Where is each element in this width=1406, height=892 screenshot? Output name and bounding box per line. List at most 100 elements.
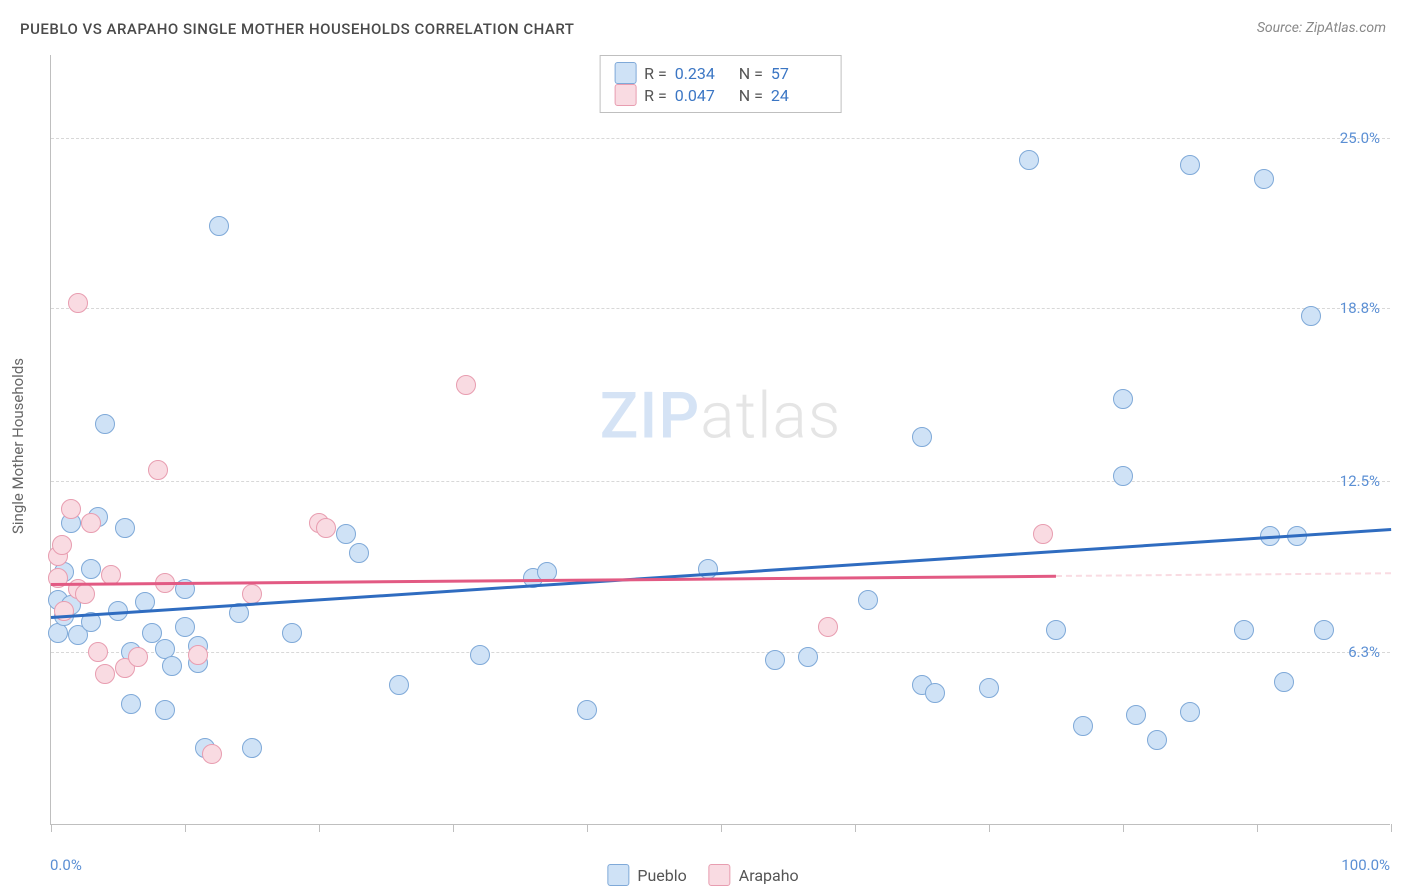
data-point-pueblo xyxy=(1113,389,1133,409)
y-tick-label: 18.8% xyxy=(1340,299,1380,317)
x-tick xyxy=(855,824,856,832)
data-point-pueblo xyxy=(925,683,945,703)
x-tick xyxy=(1257,824,1258,832)
data-point-pueblo xyxy=(1046,620,1066,640)
gridline xyxy=(51,308,1390,309)
x-tick xyxy=(185,824,186,832)
data-point-pueblo xyxy=(979,678,999,698)
data-point-pueblo xyxy=(1019,150,1039,170)
data-point-arapaho xyxy=(148,460,168,480)
data-point-pueblo xyxy=(349,543,369,563)
gridline xyxy=(51,652,1390,653)
x-tick xyxy=(319,824,320,832)
x-tick xyxy=(587,824,588,832)
data-point-arapaho xyxy=(61,499,81,519)
stat-n-label: N = xyxy=(739,64,763,83)
watermark-zip: ZIP xyxy=(600,379,701,454)
data-point-pueblo xyxy=(81,559,101,579)
data-point-pueblo xyxy=(175,617,195,637)
data-point-pueblo xyxy=(282,623,302,643)
data-point-arapaho xyxy=(202,744,222,764)
x-tick xyxy=(1123,824,1124,832)
data-point-arapaho xyxy=(242,584,262,604)
data-point-pueblo xyxy=(1314,620,1334,640)
data-point-pueblo xyxy=(115,518,135,538)
gridline xyxy=(51,481,1390,482)
data-point-pueblo xyxy=(121,694,141,714)
data-point-pueblo xyxy=(698,559,718,579)
x-tick xyxy=(51,824,52,832)
trend-extrapolate-arapaho xyxy=(1056,572,1391,577)
x-tick xyxy=(989,824,990,832)
data-point-pueblo xyxy=(242,738,262,758)
stats-legend: R = 0.234 N = 57 R = 0.047 N = 24 xyxy=(599,55,842,113)
data-point-pueblo xyxy=(1254,169,1274,189)
swatch-arapaho xyxy=(614,84,636,106)
legend-label: Pueblo xyxy=(637,866,686,885)
gridline xyxy=(51,138,1390,139)
data-point-pueblo xyxy=(765,650,785,670)
x-tick xyxy=(453,824,454,832)
legend-item-arapaho: Arapaho xyxy=(709,864,799,886)
x-max-label: 100.0% xyxy=(1341,856,1390,874)
data-point-arapaho xyxy=(188,645,208,665)
stat-r-value: 0.047 xyxy=(675,86,731,105)
data-point-pueblo xyxy=(858,590,878,610)
stat-n-value: 57 xyxy=(771,64,827,83)
stat-r-label: R = xyxy=(644,86,667,105)
y-tick-label: 12.5% xyxy=(1340,472,1380,490)
data-point-pueblo xyxy=(142,623,162,643)
data-point-arapaho xyxy=(1033,524,1053,544)
stat-n-value: 24 xyxy=(771,86,827,105)
data-point-pueblo xyxy=(1274,672,1294,692)
data-point-pueblo xyxy=(1113,466,1133,486)
chart-title: PUEBLO VS ARAPAHO SINGLE MOTHER HOUSEHOL… xyxy=(20,20,574,38)
correlation-chart: PUEBLO VS ARAPAHO SINGLE MOTHER HOUSEHOL… xyxy=(0,0,1406,892)
data-point-pueblo xyxy=(798,647,818,667)
data-point-pueblo xyxy=(1073,716,1093,736)
x-tick xyxy=(721,824,722,832)
stat-n-label: N = xyxy=(739,86,763,105)
stat-r-label: R = xyxy=(644,64,667,83)
data-point-arapaho xyxy=(128,647,148,667)
data-point-pueblo xyxy=(1234,620,1254,640)
swatch-arapaho xyxy=(709,864,731,886)
stats-row-pueblo: R = 0.234 N = 57 xyxy=(614,62,827,84)
data-point-pueblo xyxy=(1147,730,1167,750)
y-tick-label: 6.3% xyxy=(1348,643,1380,661)
data-point-arapaho xyxy=(456,375,476,395)
data-point-pueblo xyxy=(470,645,490,665)
data-point-pueblo xyxy=(162,656,182,676)
data-point-arapaho xyxy=(75,584,95,604)
data-point-pueblo xyxy=(389,675,409,695)
data-point-pueblo xyxy=(336,524,356,544)
data-point-arapaho xyxy=(81,513,101,533)
y-tick-label: 25.0% xyxy=(1340,129,1380,147)
source-attribution: Source: ZipAtlas.com xyxy=(1257,20,1386,36)
data-point-arapaho xyxy=(68,293,88,313)
watermark-atlas: atlas xyxy=(700,379,841,454)
data-point-arapaho xyxy=(88,642,108,662)
data-point-arapaho xyxy=(818,617,838,637)
data-point-pueblo xyxy=(95,414,115,434)
plot-area: ZIPatlas R = 0.234 N = 57 R = 0.047 N = 24 6.3%… xyxy=(50,55,1390,825)
x-tick xyxy=(1391,824,1392,832)
data-point-pueblo xyxy=(1126,705,1146,725)
data-point-pueblo xyxy=(209,216,229,236)
swatch-pueblo xyxy=(607,864,629,886)
stat-r-value: 0.234 xyxy=(675,64,731,83)
data-point-arapaho xyxy=(316,518,336,538)
watermark: ZIPatlas xyxy=(600,379,842,454)
data-point-arapaho xyxy=(95,664,115,684)
data-point-arapaho xyxy=(52,535,72,555)
legend-label: Arapaho xyxy=(739,866,799,885)
data-point-pueblo xyxy=(1180,702,1200,722)
series-legend: Pueblo Arapaho xyxy=(607,864,798,886)
y-axis-label: Single Mother Households xyxy=(9,358,27,534)
stats-row-arapaho: R = 0.047 N = 24 xyxy=(614,84,827,106)
legend-item-pueblo: Pueblo xyxy=(607,864,686,886)
swatch-pueblo xyxy=(614,62,636,84)
data-point-pueblo xyxy=(912,427,932,447)
data-point-pueblo xyxy=(577,700,597,720)
data-point-pueblo xyxy=(155,700,175,720)
